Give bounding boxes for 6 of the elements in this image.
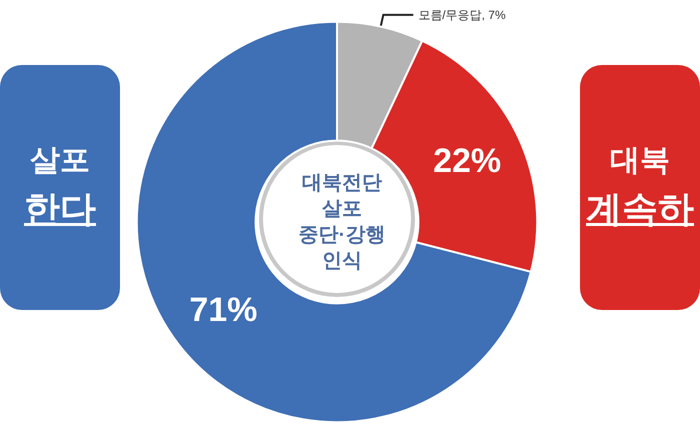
text: 살포 한다 [24,142,96,232]
data-label: 71% [189,291,258,330]
slice-label: 모름/무응답, 7% [418,8,506,22]
text: 대북 계속하 [586,142,694,232]
text: 대북전단 살포 중단·강행 인식 [298,172,386,272]
data-label: 22% [433,142,502,180]
